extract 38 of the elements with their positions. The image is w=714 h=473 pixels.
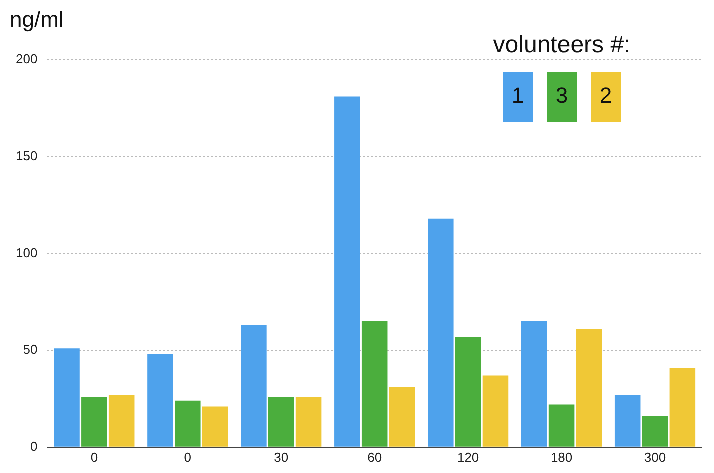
bar (268, 397, 294, 447)
x-tick-label: 0 (90, 450, 98, 465)
bar (108, 395, 135, 447)
bar (389, 387, 416, 447)
bar (614, 395, 641, 447)
x-tick-label: 30 (274, 450, 289, 465)
legend-title: volunteers #: (493, 32, 631, 59)
bar (54, 348, 80, 447)
bar (521, 321, 548, 447)
y-axis-title: ng/ml (10, 7, 64, 32)
bar (670, 368, 696, 447)
bar (241, 325, 267, 447)
bar (148, 354, 174, 447)
x-tick-label: 180 (550, 450, 573, 465)
y-tick-label: 100 (16, 245, 38, 260)
y-tick-label: 200 (16, 52, 38, 67)
bar (334, 96, 360, 447)
x-tick-label: 300 (644, 450, 666, 465)
bar (82, 397, 108, 447)
bar (296, 397, 322, 447)
bar (548, 404, 575, 447)
bar (642, 416, 668, 447)
x-tick-label: 0 (184, 450, 192, 465)
text: 3 (556, 83, 568, 108)
bar (175, 400, 201, 447)
text: 2 (600, 83, 612, 108)
y-tick-label: 50 (23, 342, 38, 358)
y-tick-label: 0 (30, 438, 38, 454)
x-tick-label: 60 (368, 450, 382, 465)
x-tick-label: 120 (457, 450, 480, 465)
bar (428, 218, 454, 447)
bar (455, 336, 482, 447)
bar (576, 329, 602, 447)
bar (362, 321, 388, 447)
text: 1 (512, 83, 524, 108)
bar (482, 376, 509, 447)
bar (202, 406, 228, 447)
y-tick-label: 150 (16, 148, 38, 164)
